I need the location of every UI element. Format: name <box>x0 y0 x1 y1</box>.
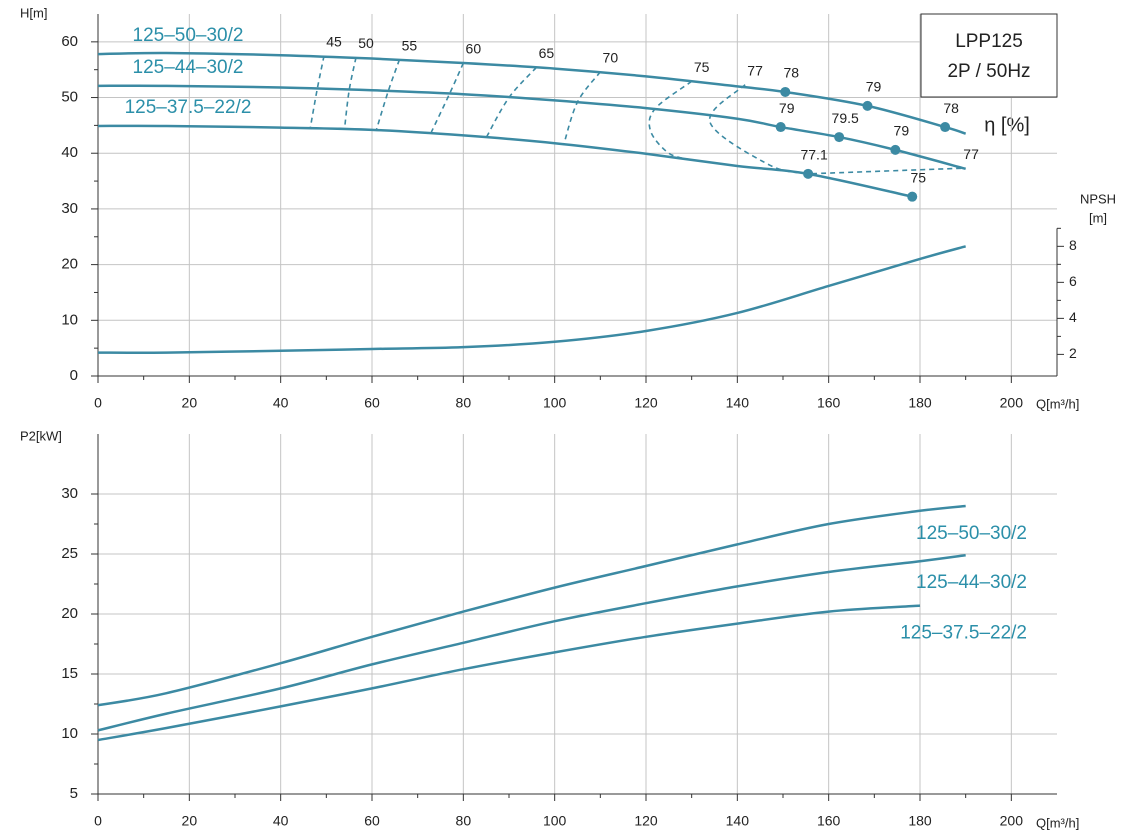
efficiency-point <box>940 122 951 133</box>
efficiency-line-label: 55 <box>402 37 418 53</box>
efficiency-point-label: 79.5 <box>832 110 859 126</box>
y-tick-label: 0 <box>70 367 78 384</box>
efficiency-point-label: 78 <box>783 65 799 81</box>
y-tick-label: 5 <box>70 785 78 802</box>
x-tick-label: 40 <box>273 813 289 829</box>
series-line <box>97 553 966 732</box>
x-axis-label: Q[m³/h] <box>1036 396 1079 411</box>
y-axis-label: H[m] <box>20 5 47 20</box>
series-line <box>97 604 921 742</box>
box-title: LPP125 <box>955 31 1023 52</box>
x-tick-label: 100 <box>543 395 567 411</box>
x-tick-label: 0 <box>94 813 102 829</box>
efficiency-point <box>780 86 791 97</box>
efficiency-line <box>808 167 962 175</box>
x-tick-label: 140 <box>726 813 750 829</box>
x-tick-label: 100 <box>543 813 567 829</box>
y-tick-label: 25 <box>61 545 78 562</box>
x-tick-label: 120 <box>634 395 658 411</box>
efficiency-line-label: 75 <box>694 59 710 75</box>
efficiency-point-label: 77.1 <box>800 147 827 163</box>
x-tick-label: 40 <box>273 395 289 411</box>
x-tick-label: 20 <box>182 395 198 411</box>
y-axis-label: P2[kW] <box>20 428 62 443</box>
efficiency-line <box>343 57 357 129</box>
series-label: 125–50–30/2 <box>133 25 244 46</box>
x-tick-label: 200 <box>1000 813 1024 829</box>
efficiency-point <box>862 100 873 111</box>
series-line <box>97 245 966 354</box>
efficiency-line <box>309 55 325 128</box>
series-label: 125–37.5–22/2 <box>900 623 1027 644</box>
efficiency-line <box>648 80 693 161</box>
y-tick-label: 20 <box>61 256 78 273</box>
efficiency-line-label: 65 <box>539 45 555 61</box>
y-tick-label: 10 <box>61 725 78 742</box>
x-tick-label: 60 <box>364 395 380 411</box>
efficiency-line <box>430 62 465 133</box>
efficiency-line <box>563 71 601 145</box>
efficiency-label: η [%] <box>984 114 1030 136</box>
y-tick-label: 30 <box>61 200 78 217</box>
y-tick-label: 60 <box>61 33 78 50</box>
x-tick-label: 20 <box>182 813 198 829</box>
x-tick-label: 180 <box>908 813 932 829</box>
series-label: 125–44–30/2 <box>916 572 1027 593</box>
efficiency-point-label: 79 <box>894 123 910 139</box>
series-label: 125–50–30/2 <box>916 523 1027 544</box>
info-box <box>920 13 1058 98</box>
y-tick-label: 30 <box>61 485 78 502</box>
efficiency-point <box>890 144 901 155</box>
x-tick-label: 200 <box>1000 395 1024 411</box>
efficiency-line-label: 50 <box>358 35 374 51</box>
efficiency-point-label: 78 <box>943 100 959 116</box>
series-line <box>97 124 913 198</box>
y-tick-label: 10 <box>61 311 78 328</box>
efficiency-line-label: 60 <box>466 41 482 57</box>
y-tick-label: 20 <box>61 605 78 622</box>
x-tick-label: 180 <box>908 395 932 411</box>
efficiency-line-label: 70 <box>603 50 619 66</box>
x-tick-label: 120 <box>634 813 658 829</box>
box-subtitle: 2P / 50Hz <box>947 61 1030 82</box>
y-tick-label: 50 <box>61 89 78 106</box>
efficiency-point <box>803 168 814 179</box>
efficiency-line-label: 77 <box>747 62 763 78</box>
x-axis-label: Q[m³/h] <box>1036 815 1079 830</box>
y2-label: [m] <box>1089 210 1107 225</box>
x-tick-label: 160 <box>817 813 841 829</box>
x-tick-label: 160 <box>817 395 841 411</box>
series-line <box>97 504 966 707</box>
efficiency-line <box>485 66 537 139</box>
y2-tick-label: 2 <box>1069 345 1077 361</box>
efficiency-line <box>709 84 809 175</box>
efficiency-point <box>834 132 845 143</box>
series-label: 125–44–30/2 <box>133 57 244 78</box>
y2-tick-label: 4 <box>1069 309 1077 325</box>
x-tick-label: 140 <box>726 395 750 411</box>
efficiency-line <box>375 59 401 130</box>
efficiency-point <box>775 122 786 133</box>
efficiency-point <box>907 191 918 202</box>
y2-label: NPSH <box>1080 191 1116 206</box>
y-tick-label: 15 <box>61 665 78 682</box>
x-tick-label: 60 <box>364 813 380 829</box>
y-tick-label: 40 <box>61 144 78 161</box>
x-tick-label: 80 <box>456 813 472 829</box>
efficiency-point-label: 79 <box>779 100 795 116</box>
x-tick-label: 80 <box>456 395 472 411</box>
y2-tick-label: 8 <box>1069 237 1077 253</box>
efficiency-point-label: 75 <box>910 169 926 185</box>
x-tick-label: 0 <box>94 395 102 411</box>
efficiency-line-label: 45 <box>326 33 342 49</box>
y2-tick-label: 6 <box>1069 273 1077 289</box>
series-label: 125–37.5–22/2 <box>125 97 252 118</box>
efficiency-line-label: 77 <box>963 146 979 162</box>
efficiency-point-label: 79 <box>866 79 882 95</box>
